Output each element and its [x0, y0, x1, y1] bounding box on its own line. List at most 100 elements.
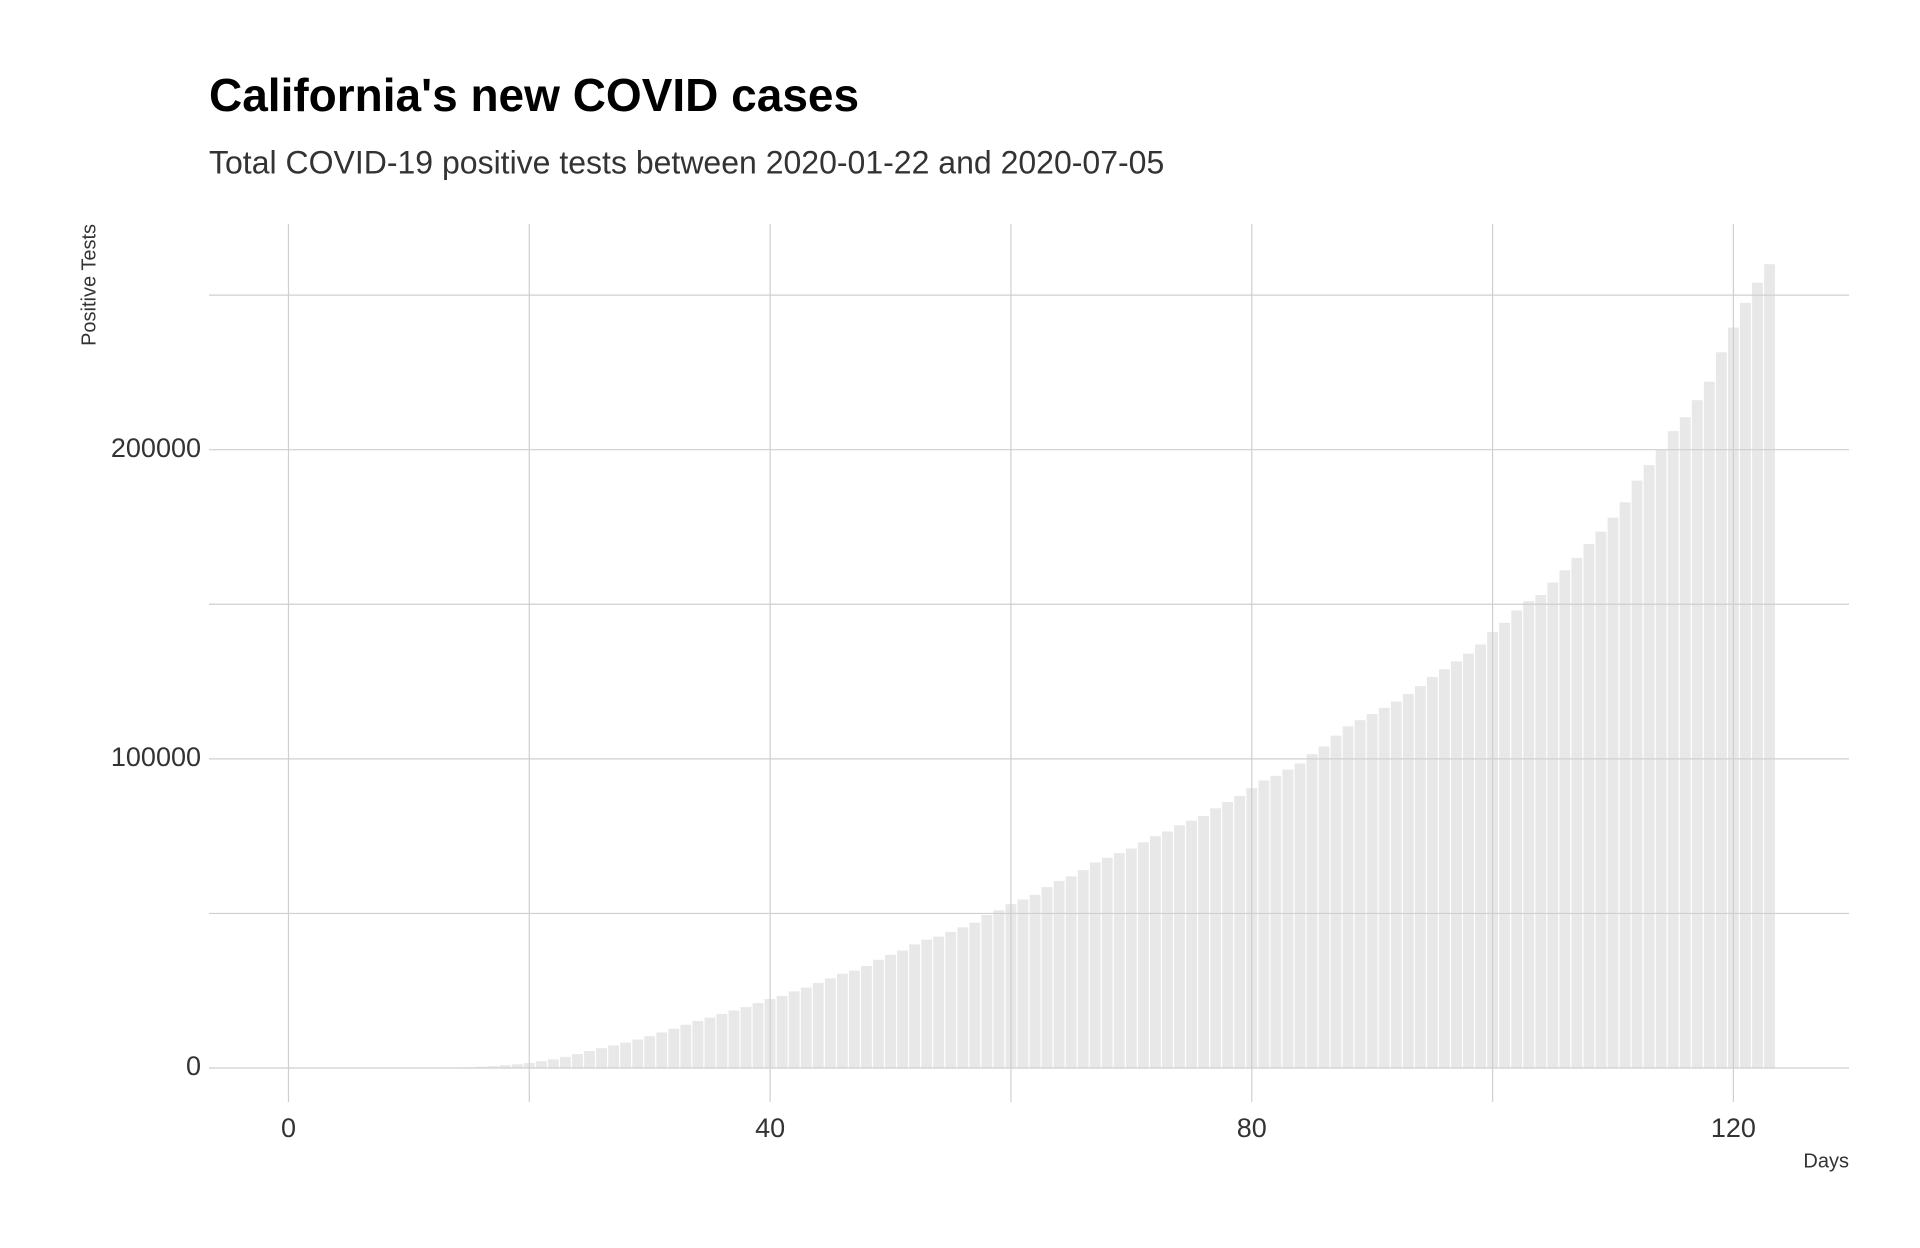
bar [1198, 816, 1210, 1068]
bar [716, 1013, 728, 1068]
bar [656, 1032, 668, 1068]
bar [475, 1066, 487, 1068]
bar [1234, 795, 1246, 1068]
x-tick-label: 40 [755, 1113, 785, 1143]
bar [788, 991, 800, 1068]
bar [1366, 714, 1378, 1068]
bar [1571, 557, 1583, 1068]
bar [596, 1048, 607, 1068]
bar [945, 931, 957, 1068]
bar [584, 1050, 595, 1068]
bar [836, 973, 848, 1068]
bar [1667, 431, 1679, 1068]
bar [812, 982, 824, 1068]
bar [632, 1039, 644, 1068]
bar [1318, 746, 1330, 1068]
bar [1715, 352, 1727, 1068]
bar [1186, 820, 1197, 1068]
bar [1270, 775, 1282, 1068]
bar [1258, 780, 1270, 1068]
bar [1162, 831, 1173, 1068]
bar [824, 978, 836, 1068]
bar [1752, 282, 1763, 1068]
bar [1547, 582, 1559, 1068]
bar [1029, 894, 1041, 1068]
bar [1499, 622, 1511, 1068]
bar [897, 950, 908, 1068]
bar [1451, 661, 1462, 1068]
bar [608, 1045, 619, 1068]
bar [1691, 400, 1703, 1068]
bar [1559, 570, 1571, 1068]
bar [1439, 669, 1450, 1068]
bar [1764, 264, 1775, 1068]
bar [1679, 417, 1691, 1068]
x-tick-label: 80 [1237, 1113, 1267, 1143]
bar [861, 965, 872, 1068]
bar [559, 1056, 571, 1068]
bar [752, 1003, 764, 1068]
bar [909, 944, 921, 1068]
bar [933, 936, 945, 1068]
bar [873, 959, 884, 1068]
bar [1535, 594, 1547, 1068]
chart-title: California's new COVID cases [209, 69, 859, 121]
bar [680, 1024, 692, 1068]
bar [1475, 644, 1486, 1068]
x-axis-title: Days [1803, 1150, 1849, 1172]
bar [547, 1059, 559, 1068]
bar [644, 1036, 656, 1068]
bar [1402, 693, 1414, 1068]
bar [1294, 763, 1306, 1068]
bar [1174, 825, 1185, 1068]
bar [499, 1065, 511, 1068]
bar [1740, 302, 1751, 1068]
bar [1065, 876, 1077, 1068]
chart-subtitle: Total COVID-19 positive tests between 20… [209, 144, 1164, 180]
bar [704, 1017, 716, 1068]
y-tick-label: 200000 [111, 433, 201, 463]
bar [1378, 707, 1390, 1068]
bar [800, 987, 812, 1068]
bar [776, 995, 788, 1068]
bar [692, 1021, 704, 1068]
bar [957, 927, 969, 1068]
bar [1017, 899, 1029, 1068]
bar [1222, 802, 1234, 1068]
bar [1101, 857, 1113, 1068]
bar [668, 1028, 680, 1068]
bar [511, 1064, 523, 1068]
y-tick-label: 100000 [111, 742, 201, 772]
x-tick-label: 120 [1711, 1113, 1756, 1143]
bar [1390, 701, 1402, 1068]
bar [1631, 480, 1643, 1068]
bar [1150, 836, 1161, 1068]
bar [885, 954, 896, 1068]
bar [740, 1007, 752, 1068]
bar [1077, 870, 1089, 1068]
bar [572, 1054, 583, 1068]
bar [1643, 465, 1655, 1068]
bar [1354, 720, 1366, 1068]
bar [1089, 862, 1101, 1068]
bar [1595, 531, 1607, 1068]
bar [1113, 853, 1125, 1068]
bar [1703, 381, 1715, 1068]
y-axis-title: Positive Tests [78, 224, 100, 346]
bar [1342, 726, 1354, 1068]
bar [1607, 517, 1619, 1068]
bar [1053, 880, 1065, 1068]
bar [1210, 808, 1222, 1068]
bar [487, 1066, 499, 1068]
x-tick-label: 0 [281, 1113, 296, 1143]
bar [1523, 601, 1535, 1068]
bar [1137, 842, 1149, 1068]
y-tick-label: 0 [186, 1051, 201, 1081]
bar [728, 1010, 740, 1068]
bar [1330, 735, 1342, 1068]
bar [535, 1061, 547, 1068]
bar [1426, 676, 1438, 1068]
bar [1463, 653, 1474, 1068]
bar [620, 1042, 632, 1068]
